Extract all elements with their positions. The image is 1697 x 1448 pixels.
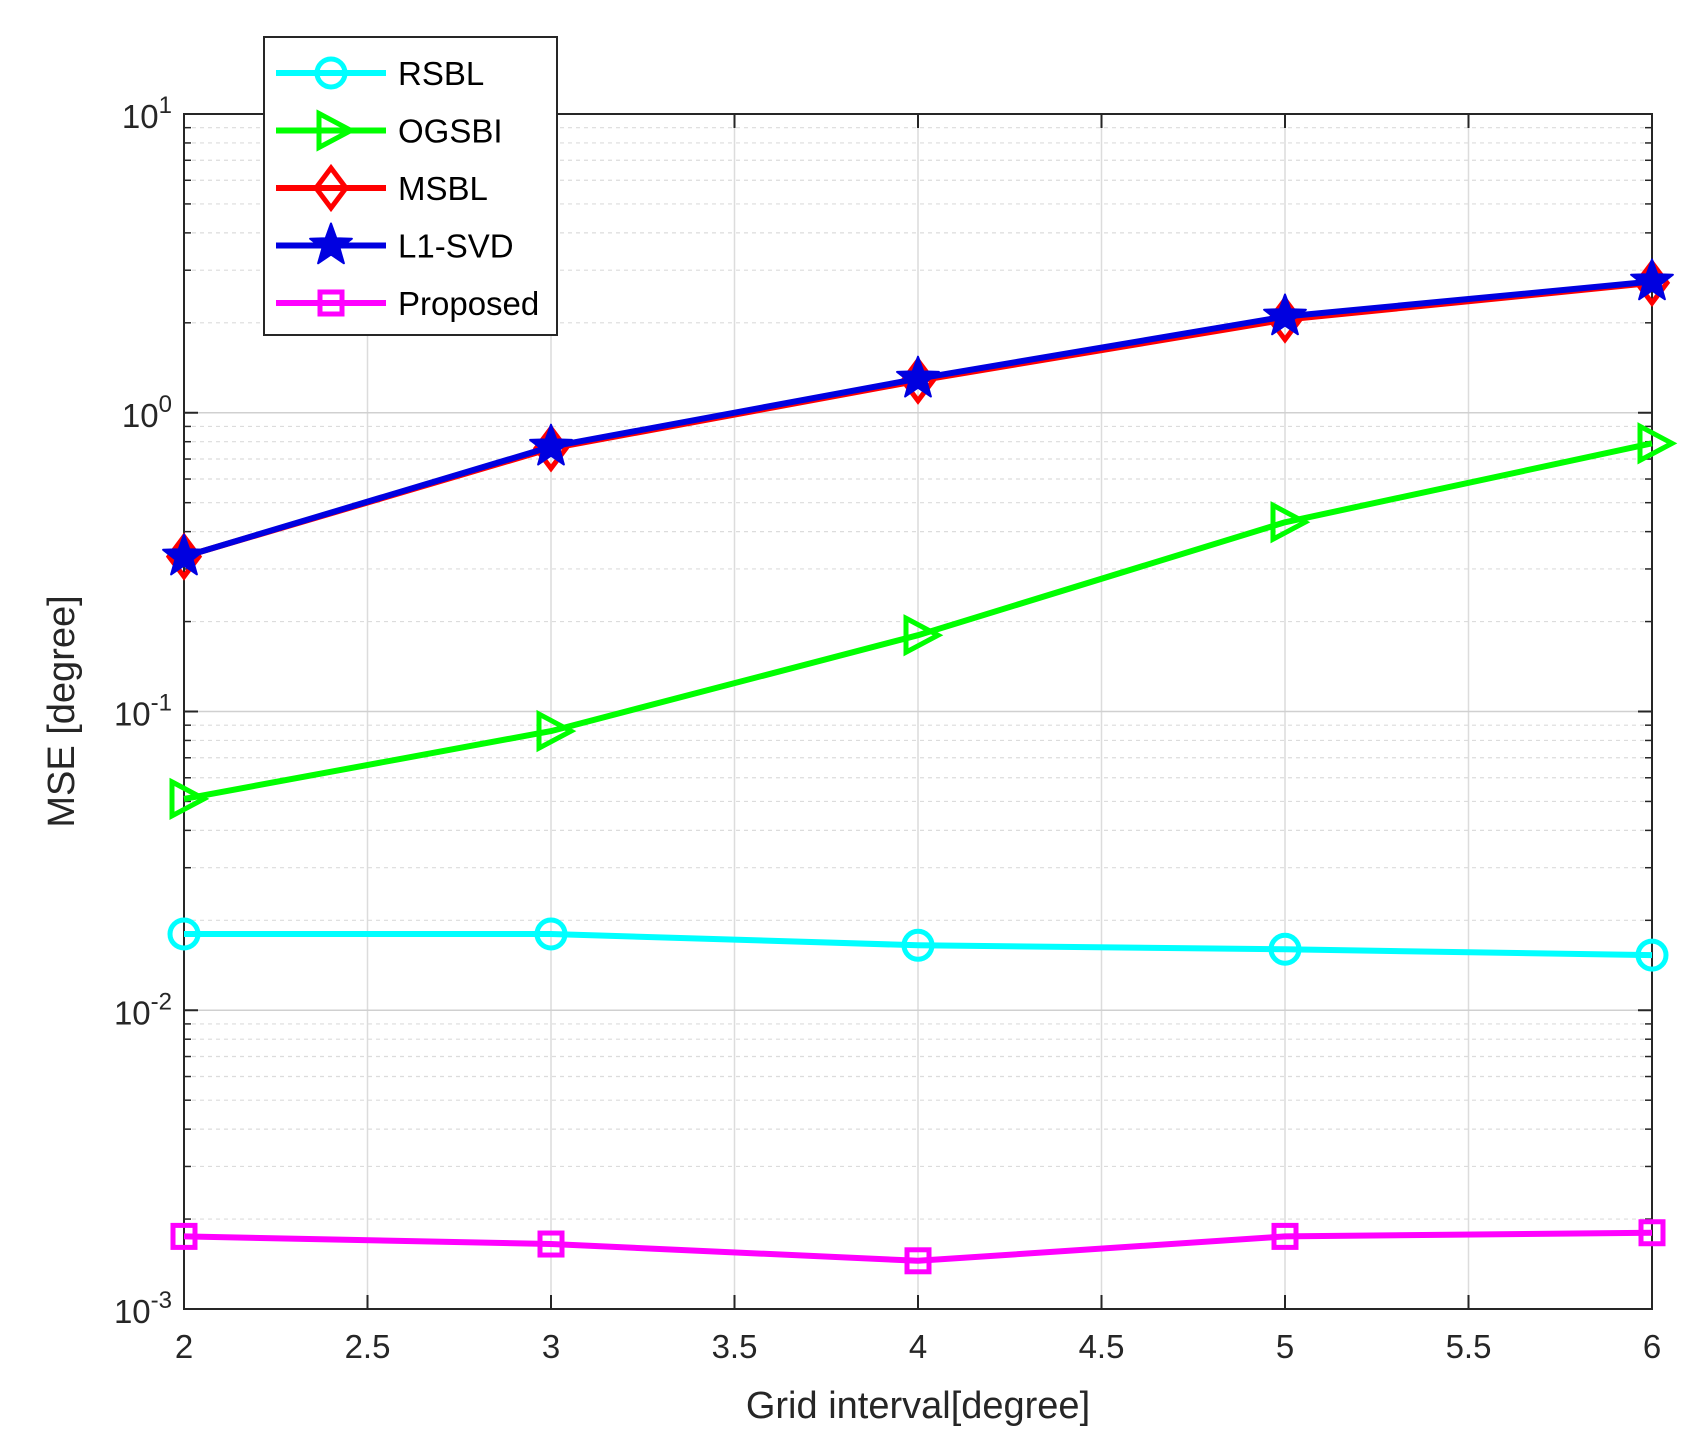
x-tick-label: 2.5 — [345, 1328, 391, 1365]
marker-circle — [901, 928, 935, 962]
series-proposed — [170, 1219, 1666, 1275]
series-line — [183, 1229, 1653, 1264]
x-tick-label: 2 — [175, 1328, 193, 1365]
marker-square — [904, 1247, 932, 1275]
marker-triangle-right — [169, 777, 210, 821]
marker-square — [317, 289, 345, 317]
marker-circle — [167, 917, 201, 951]
y-axis-title: MSE [degree] — [41, 595, 83, 827]
marker-star — [1630, 258, 1674, 301]
series-lines — [162, 258, 1678, 1275]
series-ogsbi — [169, 422, 1678, 821]
x-tick-label: 4 — [909, 1328, 927, 1365]
legend-label: L1-SVD — [398, 228, 514, 265]
legend-item: L1-SVD — [276, 222, 514, 265]
marker-star — [1263, 293, 1307, 336]
marker-triangle-right — [1270, 501, 1311, 544]
y-tick-label: 10-2 — [114, 988, 172, 1031]
legend: RSBL OGSBI MSBL L1-SVD Proposed — [263, 36, 558, 336]
marker-star — [309, 222, 353, 265]
marker-triangle-right — [536, 709, 577, 753]
series-line — [183, 440, 1653, 802]
y-tick-label: 100 — [122, 391, 172, 434]
marker-triangle-right — [1637, 422, 1678, 465]
marker-circle — [1635, 938, 1669, 972]
marker-star — [896, 355, 940, 398]
series-line — [184, 931, 1653, 959]
marker-star — [529, 423, 573, 466]
marker-triangle-right — [316, 109, 357, 152]
legend-item: RSBL — [276, 55, 484, 92]
marker-circle — [314, 56, 348, 90]
marker-square — [537, 1230, 565, 1258]
marker-triangle-right — [903, 614, 944, 657]
marker-star — [162, 533, 206, 576]
x-tick-label: 5.5 — [1446, 1328, 1492, 1365]
legend-label: MSBL — [398, 170, 488, 207]
legend-item: MSBL — [276, 163, 488, 213]
x-tick-label: 3.5 — [712, 1328, 758, 1365]
y-tick-label: 10-1 — [114, 690, 172, 733]
x-tick-label: 5 — [1276, 1328, 1294, 1365]
x-tick-label: 4.5 — [1079, 1328, 1125, 1365]
legend-label: Proposed — [398, 285, 539, 322]
marker-diamond — [312, 163, 350, 213]
series-l1-svd — [162, 258, 1674, 576]
marker-square — [1638, 1219, 1666, 1247]
marker-circle — [1268, 932, 1302, 966]
legend-label: RSBL — [398, 55, 484, 92]
series-rsbl — [167, 917, 1669, 972]
marker-square — [170, 1222, 198, 1250]
legend-label: OGSBI — [398, 113, 503, 150]
y-tick-label: 10-3 — [114, 1287, 172, 1330]
x-tick-label: 3 — [542, 1328, 560, 1365]
legend-item: Proposed — [276, 285, 539, 322]
marker-circle — [534, 917, 568, 951]
legend-item: OGSBI — [276, 109, 503, 152]
x-axis-title: Grid interval[degree] — [746, 1385, 1090, 1427]
y-tick-label: 101 — [122, 92, 172, 135]
x-tick-label: 6 — [1643, 1328, 1661, 1365]
axis-ticks: 2 2.5 3 3.5 4 4.5 5 5.5 6 10-3 10-2 10-1 100 101 — [114, 92, 1661, 1365]
marker-square — [1271, 1222, 1299, 1250]
